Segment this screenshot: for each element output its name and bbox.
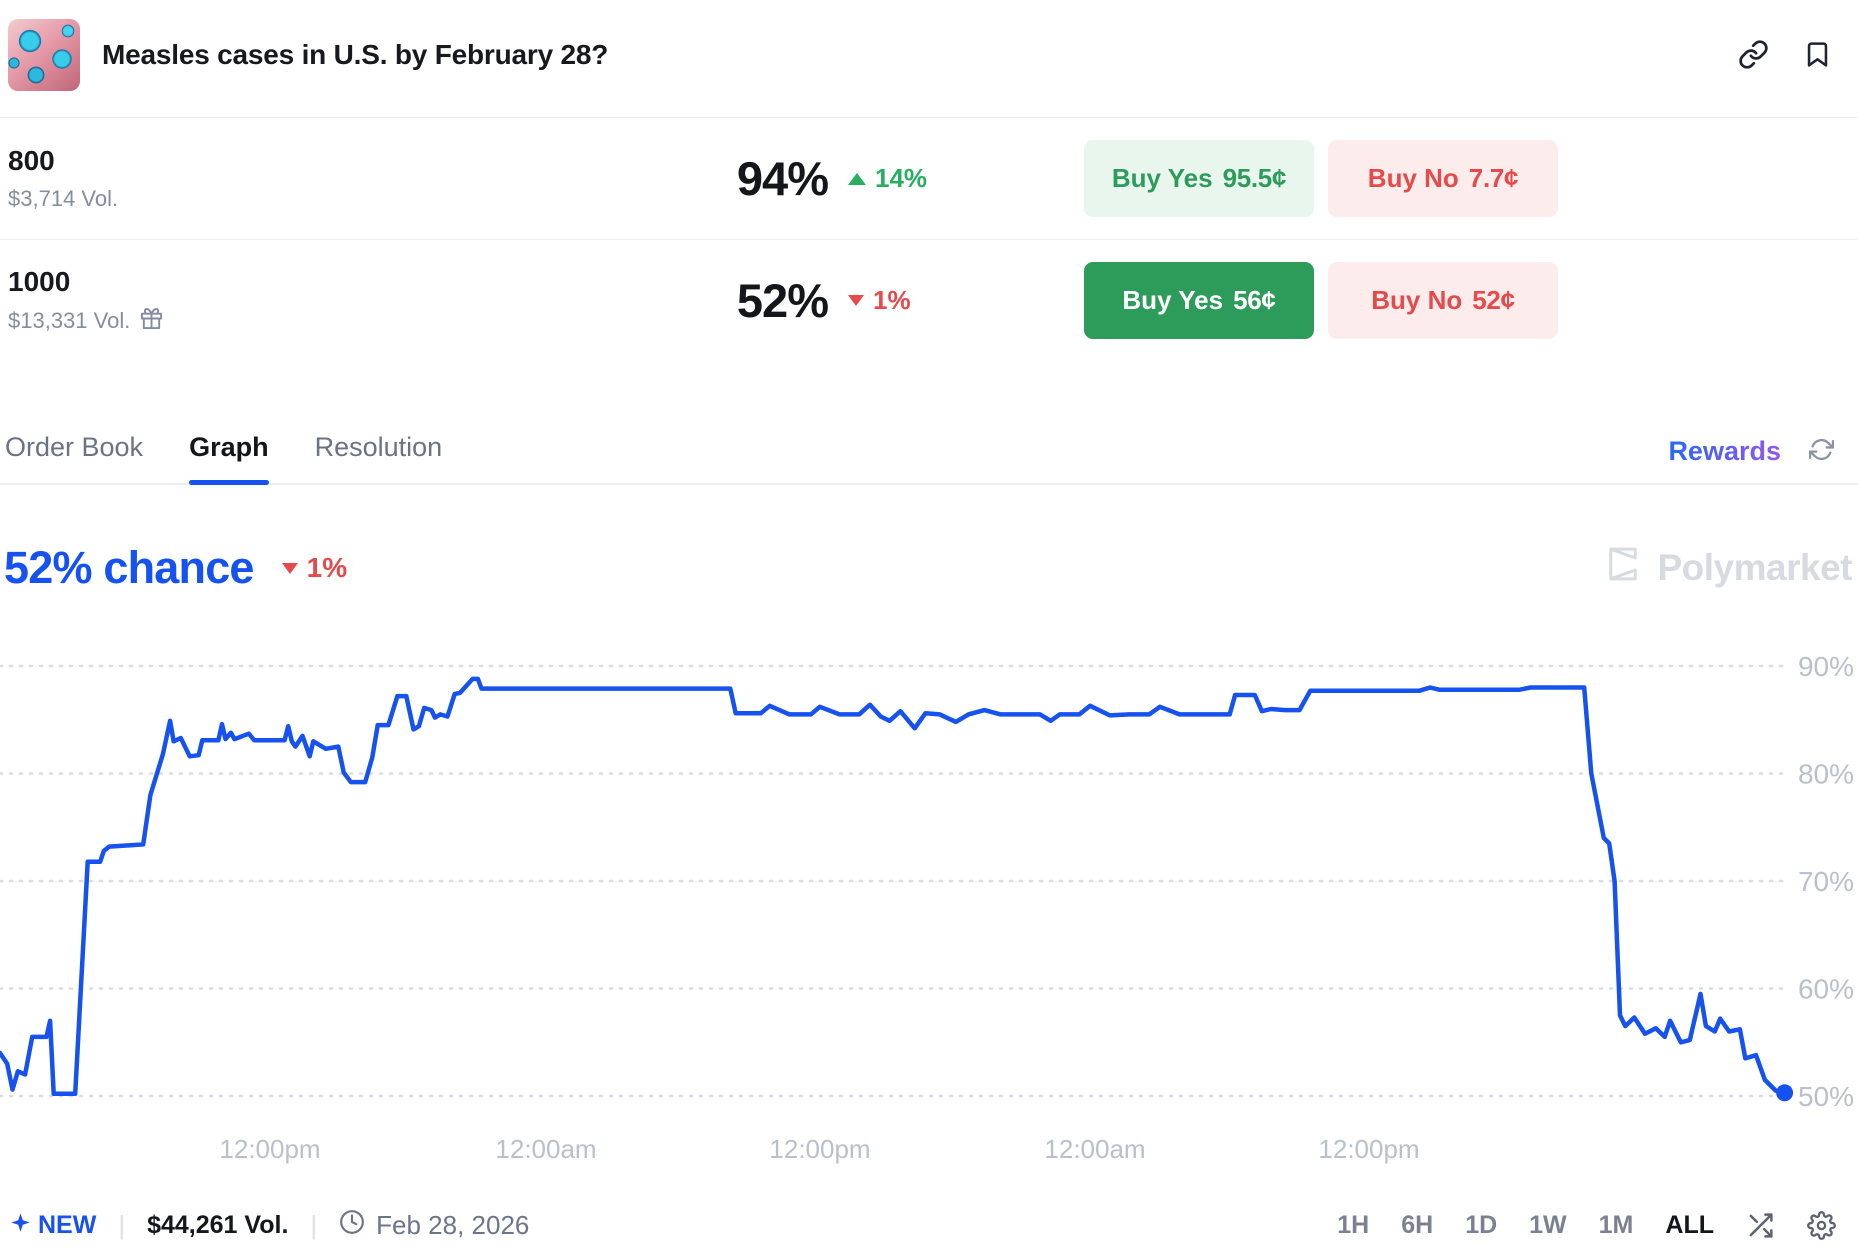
- tab-order-book[interactable]: Order Book: [5, 432, 144, 462]
- svg-text:12:00pm: 12:00pm: [219, 1134, 320, 1164]
- outcome-row-800: 800 $3,714 Vol. 94% 14% Buy Yes 95.5¢ Bu…: [0, 117, 1858, 239]
- svg-text:12:00pm: 12:00pm: [1318, 1134, 1419, 1164]
- buy-yes-label: Buy Yes: [1111, 163, 1213, 193]
- outcome-volume: $3,714 Vol.: [8, 186, 119, 211]
- svg-text:50%: 50%: [1798, 1081, 1854, 1112]
- buy-yes-price: 56¢: [1233, 285, 1276, 315]
- polymarket-watermark: Polymarket: [1602, 543, 1855, 594]
- down-arrow-icon: [281, 562, 298, 574]
- outcome-name: 800: [8, 145, 55, 176]
- clock-icon: [339, 1209, 365, 1242]
- outcome-delta: 1%: [873, 285, 911, 315]
- end-date: Feb 28, 2026: [376, 1210, 530, 1240]
- buy-yes-price: 95.5¢: [1222, 163, 1287, 193]
- market-avatar: [8, 18, 80, 91]
- svg-text:12:00pm: 12:00pm: [769, 1134, 870, 1164]
- settings-gear-icon[interactable]: [1807, 1211, 1836, 1240]
- bookmark-icon[interactable]: [1803, 39, 1832, 70]
- compare-icon[interactable]: [1746, 1211, 1775, 1240]
- range-6h[interactable]: 6H: [1401, 1211, 1434, 1239]
- outcome-name: 1000: [8, 265, 71, 297]
- polymarket-logo-icon: [1602, 543, 1644, 594]
- tab-bar: Order Book Graph Resolution Rewards: [0, 429, 1858, 485]
- divider: |: [118, 1210, 126, 1240]
- tab-resolution[interactable]: Resolution: [314, 432, 443, 462]
- new-label: NEW: [38, 1211, 97, 1239]
- chance-delta-value: 1%: [306, 552, 348, 583]
- new-badge[interactable]: NEW: [10, 1211, 96, 1240]
- link-icon[interactable]: [1738, 39, 1769, 70]
- market-title: Measles cases in U.S. by February 28?: [102, 38, 609, 70]
- buy-yes-button-1000[interactable]: Buy Yes 56¢: [1084, 262, 1314, 339]
- buy-yes-button-800[interactable]: Buy Yes 95.5¢: [1084, 140, 1314, 217]
- range-1w[interactable]: 1W: [1529, 1211, 1567, 1239]
- sparkle-icon: [10, 1211, 31, 1240]
- chance-label: 52% chance: [4, 542, 254, 593]
- outcome-delta: 14%: [875, 163, 928, 193]
- market-header: Measles cases in U.S. by February 28?: [0, 0, 1858, 117]
- tab-graph[interactable]: Graph: [189, 432, 269, 485]
- rewards-link[interactable]: Rewards: [1668, 436, 1781, 466]
- svg-text:60%: 60%: [1798, 974, 1854, 1005]
- polymarket-wordmark: Polymarket: [1657, 547, 1853, 588]
- svg-text:12:00am: 12:00am: [1044, 1134, 1145, 1164]
- buy-no-button-1000[interactable]: Buy No 52¢: [1328, 262, 1558, 339]
- outcome-chance: 94%: [736, 152, 829, 205]
- buy-no-button-800[interactable]: Buy No 7.7¢: [1328, 140, 1558, 217]
- svg-text:70%: 70%: [1798, 866, 1854, 897]
- outcome-volume: $13,331 Vol.: [8, 308, 131, 333]
- refresh-icon[interactable]: [1808, 437, 1835, 467]
- svg-text:80%: 80%: [1798, 759, 1854, 790]
- svg-text:90%: 90%: [1798, 651, 1854, 682]
- price-chart[interactable]: 90% 80% 70% 60% 50% 12:00pm 12:00am 12:00pm 12:0…: [0, 601, 1858, 1201]
- divider: |: [310, 1210, 318, 1240]
- range-all[interactable]: ALL: [1665, 1211, 1714, 1239]
- buy-no-label: Buy No: [1371, 285, 1463, 315]
- gift-icon[interactable]: [140, 307, 163, 336]
- chart-footer: NEW | $44,261 Vol. | Feb 28, 2026 1H 6H …: [0, 1201, 1858, 1256]
- svg-text:12:00am: 12:00am: [495, 1134, 596, 1164]
- buy-yes-label: Buy Yes: [1122, 285, 1224, 315]
- outcome-chance: 52%: [736, 274, 829, 327]
- outcome-row-1000: 1000 $13,331 Vol. 52% 1% Buy Yes 56¢ Buy…: [0, 239, 1858, 361]
- total-volume: $44,261 Vol.: [147, 1211, 289, 1239]
- buy-no-price: 7.7¢: [1468, 163, 1519, 193]
- range-1m[interactable]: 1M: [1598, 1211, 1634, 1239]
- range-1d[interactable]: 1D: [1465, 1211, 1498, 1239]
- chart-header: 52% chance 1% Polymarket: [0, 535, 1858, 601]
- buy-no-label: Buy No: [1367, 163, 1459, 193]
- range-1h[interactable]: 1H: [1337, 1211, 1370, 1239]
- buy-no-price: 52¢: [1472, 285, 1515, 315]
- down-arrow-icon: [848, 295, 864, 306]
- up-arrow-icon: [848, 172, 866, 185]
